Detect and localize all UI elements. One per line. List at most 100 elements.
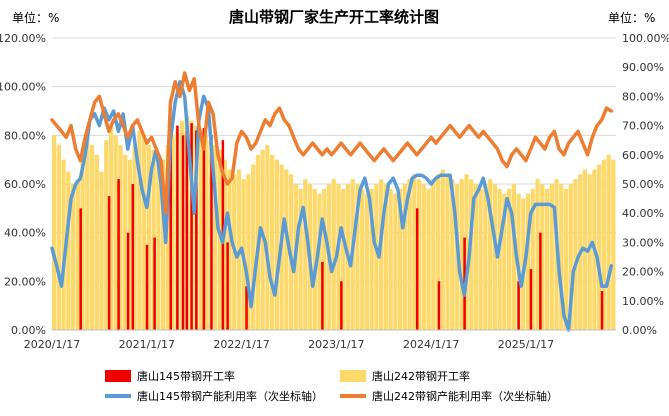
bar-145 (131, 184, 135, 330)
left-tick-label: 100.00% (0, 81, 46, 94)
right-unit-label: 单位：% (608, 10, 655, 25)
bar-242 (118, 145, 123, 330)
legend-label: 唐山242带钢开工率 (372, 369, 470, 383)
bar-242 (364, 193, 370, 330)
right-tick-label: 10.00% (622, 295, 664, 308)
bar-145 (169, 145, 172, 330)
legend-swatch (105, 370, 131, 382)
bar-242 (525, 193, 531, 330)
bar-242 (397, 188, 403, 330)
bar-242 (66, 171, 71, 330)
bar-242 (597, 164, 602, 330)
bar-242 (203, 135, 208, 330)
bar-242 (511, 184, 516, 330)
bar-242 (108, 125, 114, 330)
bar-145 (539, 232, 542, 330)
bar-242 (573, 179, 578, 330)
bar-242 (227, 169, 232, 330)
bar-242 (407, 179, 412, 330)
bar-242 (563, 188, 569, 330)
bar-242 (469, 179, 474, 330)
left-tick-label: 120.00% (0, 32, 46, 45)
bar-242 (412, 174, 417, 330)
bar-145 (517, 281, 520, 330)
right-tick-label: 50.00% (622, 178, 664, 191)
right-tick-label: 40.00% (622, 207, 664, 220)
chart-title: 唐山带钢厂家生产开工率统计图 (229, 8, 439, 26)
bar-242 (450, 179, 455, 330)
bar-242 (445, 174, 450, 330)
bar-242 (274, 159, 279, 330)
bar-242 (549, 184, 554, 330)
bar-series-242 (52, 115, 616, 330)
bar-242 (222, 159, 227, 330)
bar-242 (544, 188, 550, 330)
x-axis-ticks: 2020/1/17 2021/1/17 2022/1/17 2023/1/17 2024… (24, 338, 554, 351)
bar-242 (383, 184, 389, 330)
bar-242 (312, 188, 317, 330)
right-tick-label: 30.00% (622, 236, 664, 249)
bar-145 (321, 261, 324, 330)
right-tick-label: 20.00% (622, 266, 664, 279)
bar-242 (601, 159, 607, 330)
bar-242 (251, 164, 256, 330)
bar-242 (85, 135, 90, 330)
bar-242 (459, 179, 464, 330)
bar-242 (132, 145, 137, 330)
bar-242 (198, 130, 204, 330)
bar-242 (260, 149, 265, 330)
bar-242 (165, 145, 170, 330)
bar-242 (587, 174, 592, 330)
left-tick-label: 60.00% (4, 178, 46, 191)
left-tick-label: 20.00% (4, 275, 46, 288)
bar-242 (123, 154, 128, 330)
bar-242 (530, 188, 535, 330)
right-tick-label: 60.00% (622, 149, 664, 162)
bar-242 (535, 179, 540, 330)
x-tick-label: 2022/1/17 (213, 338, 269, 351)
bar-145 (202, 128, 206, 330)
bar-242 (488, 179, 493, 330)
bar-242 (559, 184, 564, 330)
bar-145 (79, 208, 82, 330)
bar-242 (70, 184, 76, 330)
x-tick-label: 2020/1/17 (24, 338, 80, 351)
bar-242 (89, 145, 95, 330)
right-tick-label: 0.00% (622, 324, 657, 337)
bar-145 (245, 286, 248, 330)
line-series (50, 71, 614, 332)
bar-242 (284, 169, 289, 330)
bar-242 (161, 159, 166, 330)
bar-242 (478, 188, 483, 330)
bar-242 (265, 145, 270, 330)
right-tick-label: 80.00% (622, 90, 664, 103)
bar-242 (388, 188, 393, 330)
line-145-utilization (50, 80, 614, 332)
bar-145 (195, 130, 198, 330)
bar-145 (181, 135, 185, 330)
bar-242 (393, 193, 398, 330)
bar-242 (298, 188, 303, 330)
bar-242 (142, 135, 147, 330)
bar-242 (416, 179, 422, 330)
bar-242 (374, 184, 379, 330)
bar-242 (431, 179, 436, 330)
bar-242 (170, 135, 175, 330)
bar-242 (369, 188, 374, 330)
bar-145 (600, 291, 604, 330)
bar-242 (146, 145, 152, 330)
legend-label: 唐山145带钢产能利用率（次坐标轴） (137, 389, 323, 403)
bar-242 (317, 193, 322, 330)
bar-242 (360, 188, 365, 330)
bar-242 (61, 159, 66, 330)
bar-242 (246, 174, 251, 330)
bar-242 (568, 184, 573, 330)
bar-242 (137, 130, 142, 330)
bar-242 (426, 188, 431, 330)
left-tick-label: 0.00% (11, 324, 46, 337)
bar-145 (153, 237, 156, 330)
left-tick-label: 40.00% (4, 227, 46, 240)
bar-242 (156, 154, 161, 330)
